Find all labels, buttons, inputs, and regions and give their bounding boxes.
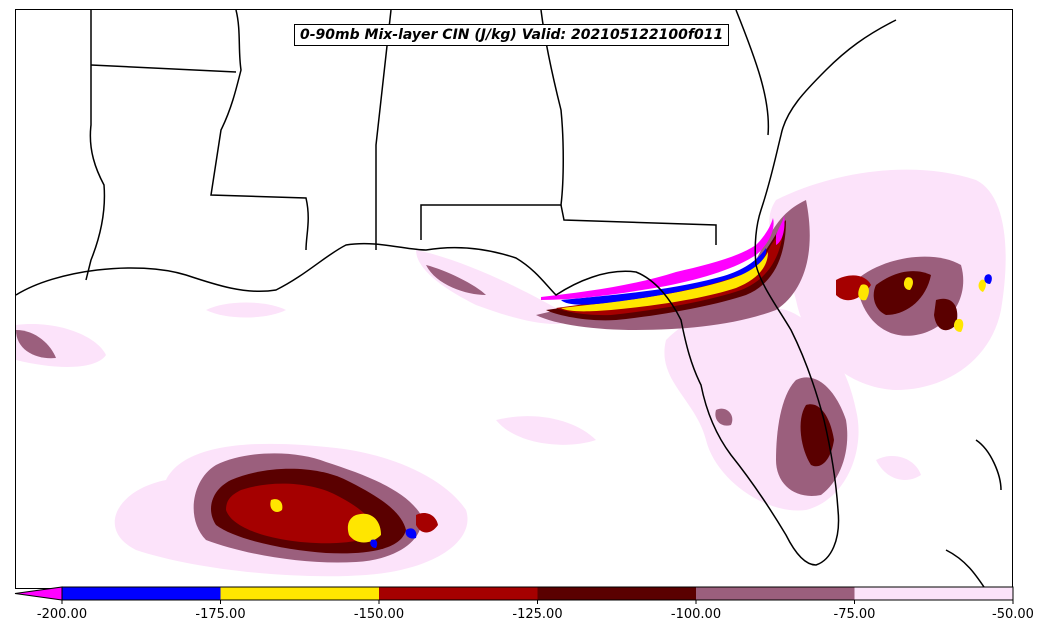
cin-magenta-fill [541,215,785,300]
map-panel: 0-90mb Mix-layer CIN (J/kg) Valid: 20210… [15,9,1013,589]
colorbar-bin [854,587,1013,600]
colorbar-tick-label: -100.00 [670,607,722,622]
map-plot [16,10,1006,588]
map-title: 0-90mb Mix-layer CIN (J/kg) Valid: 20210… [294,24,730,46]
coastlines-state-borders [16,10,1002,588]
colorbar-extend-triangle [14,586,63,601]
colorbar-bin [537,587,696,600]
cin-red-fill [226,225,871,544]
colorbar-outline [61,586,1014,601]
colorbar-tick-label: -125.00 [512,607,563,622]
colorbar-tick-label: -75.00 [833,607,876,622]
colorbar-bins [14,586,1014,604]
colorbar-bin [62,587,221,600]
colorbar-tick-label: -150.00 [353,607,405,622]
colorbar-bin [220,587,379,600]
colorbar-bin [696,587,855,600]
colorbar-tick-label: -200.00 [36,607,88,622]
colorbar-tick-label: -50.00 [992,607,1034,622]
cin-yellow-fill [270,252,986,543]
colorbar-bin [379,587,538,600]
colorbar-tick-label: -175.00 [195,607,246,622]
